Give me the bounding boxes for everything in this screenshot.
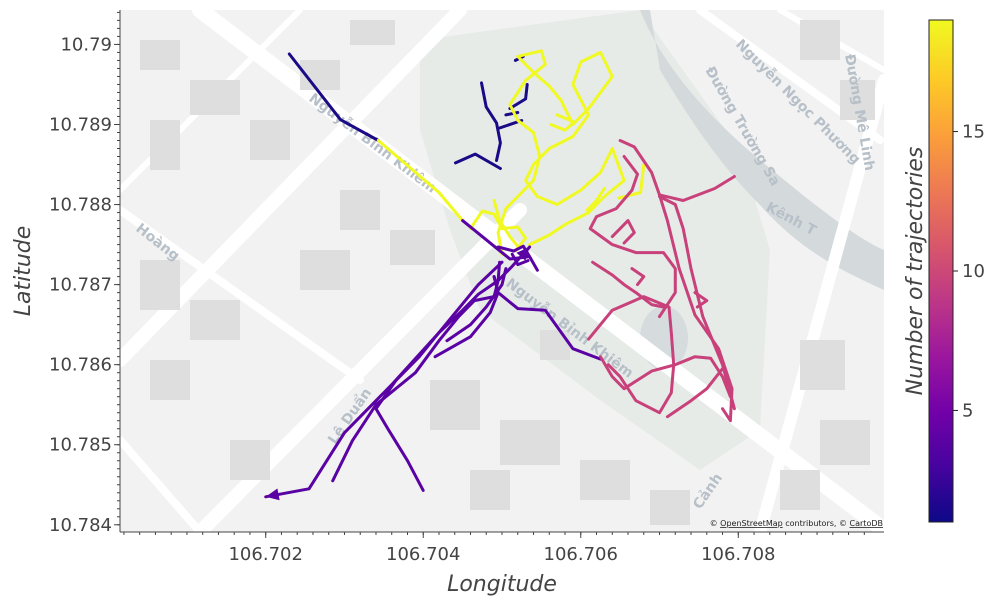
attribution-osm-link[interactable]: OpenStreetMap xyxy=(720,519,783,528)
trajectory-line-16 xyxy=(374,245,532,492)
trajectory-line-20 xyxy=(461,219,539,272)
building xyxy=(800,340,845,390)
building xyxy=(150,360,190,400)
building xyxy=(840,80,875,120)
trajectory-line-7 xyxy=(376,139,465,223)
attribution-carto-link[interactable]: CartoDB xyxy=(850,519,883,528)
y-tick-label: 10.789 xyxy=(49,114,112,135)
x-minor-ticks xyxy=(123,532,865,535)
trajectory-line-22 xyxy=(510,252,530,267)
basemap: Nguyễn Bỉnh Khiêm Nguyễn Bỉnh Khiêm Nguy… xyxy=(120,10,884,532)
building xyxy=(350,20,395,45)
trajectory-line-26 xyxy=(588,155,677,319)
x-tick-label: 106.704 xyxy=(386,544,460,565)
building xyxy=(470,470,510,510)
building xyxy=(390,230,435,265)
building xyxy=(650,490,690,525)
colorbar-ticks: 5 10 15 xyxy=(953,122,985,421)
building xyxy=(230,440,270,480)
building xyxy=(190,300,240,340)
trajectory-line-17 xyxy=(445,267,508,343)
attribution-middle: contributors, © xyxy=(783,519,850,528)
y-tick-label: 10.79 xyxy=(60,34,112,55)
x-ticks: 106.702 106.704 106.706 106.708 xyxy=(228,532,776,565)
trajectory-line-10 xyxy=(492,199,520,248)
building xyxy=(300,250,350,290)
building xyxy=(250,120,290,160)
trajectory-line-24 xyxy=(658,195,736,411)
building xyxy=(580,460,630,500)
colorbar-tick-label: 10 xyxy=(962,261,985,282)
map-attribution: © OpenStreetMap contributors, © CartoDB xyxy=(710,519,883,528)
trajectory-line-32 xyxy=(693,291,709,309)
y-axis-title: Latitude xyxy=(11,226,36,317)
x-axis-title: Longitude xyxy=(447,572,557,597)
trajectory-line-8 xyxy=(496,49,626,256)
y-tick-label: 10.785 xyxy=(49,435,112,456)
trajectory-line-30 xyxy=(665,367,724,419)
trajectory-layer xyxy=(264,49,736,501)
colorbar-tick-label: 5 xyxy=(962,400,973,421)
trajectory-line-25 xyxy=(658,175,736,202)
trajectory-arrowhead-14 xyxy=(265,488,280,501)
trajectory-line-1 xyxy=(480,81,502,162)
trajectory-line-0 xyxy=(287,52,380,142)
x-tick-label: 106.706 xyxy=(544,544,618,565)
y-tick-label: 10.786 xyxy=(49,355,112,376)
canal-water xyxy=(640,10,884,290)
y-tick-label: 10.784 xyxy=(49,515,112,536)
building xyxy=(820,420,870,465)
buildings xyxy=(140,20,875,525)
trajectory-line-3 xyxy=(504,111,520,117)
road-nguyen-binh-khiem xyxy=(192,10,884,532)
building xyxy=(500,420,560,465)
attribution-prefix: © xyxy=(710,519,721,528)
building xyxy=(150,120,180,170)
trajectory-line-21 xyxy=(496,244,532,259)
trajectory-line-33 xyxy=(630,267,646,287)
x-tick-label: 106.708 xyxy=(701,544,775,565)
building xyxy=(780,470,820,510)
road-west xyxy=(120,206,364,384)
trajectory-line-2 xyxy=(454,152,502,170)
trajectory-line-29 xyxy=(599,355,732,399)
x-tick-label: 106.702 xyxy=(228,544,302,565)
y-tick-label: 10.788 xyxy=(49,195,112,216)
building xyxy=(140,40,180,70)
building xyxy=(800,20,840,60)
colorbar: 5 10 15 Number of trajectories xyxy=(903,19,985,523)
trajectory-line-27 xyxy=(591,260,665,309)
building xyxy=(540,330,570,360)
axes: 106.702 106.704 106.706 106.708 10.78410.78… xyxy=(11,10,884,597)
building xyxy=(340,190,380,230)
trajectory-line-5 xyxy=(508,83,529,110)
road-east xyxy=(754,74,884,532)
y-tick-label: 10.787 xyxy=(49,275,112,296)
colorbar-tick-label: 15 xyxy=(962,122,985,143)
colorbar-title: Number of trajectories xyxy=(903,147,928,396)
trajectory-line-19 xyxy=(492,275,602,361)
trajectory-line-13 xyxy=(549,113,576,132)
y-ticks: 10.784 10.785 10.786 10.787 10.788 10.789 10.7… xyxy=(49,34,120,536)
building xyxy=(430,380,480,430)
building xyxy=(190,80,240,115)
building xyxy=(140,260,180,310)
colorbar-gradient xyxy=(928,19,954,523)
trajectory-line-31 xyxy=(610,219,636,245)
trajectory-line-9 xyxy=(469,209,528,253)
trajectory-line-11 xyxy=(585,187,606,212)
road-southwest xyxy=(120,436,204,532)
